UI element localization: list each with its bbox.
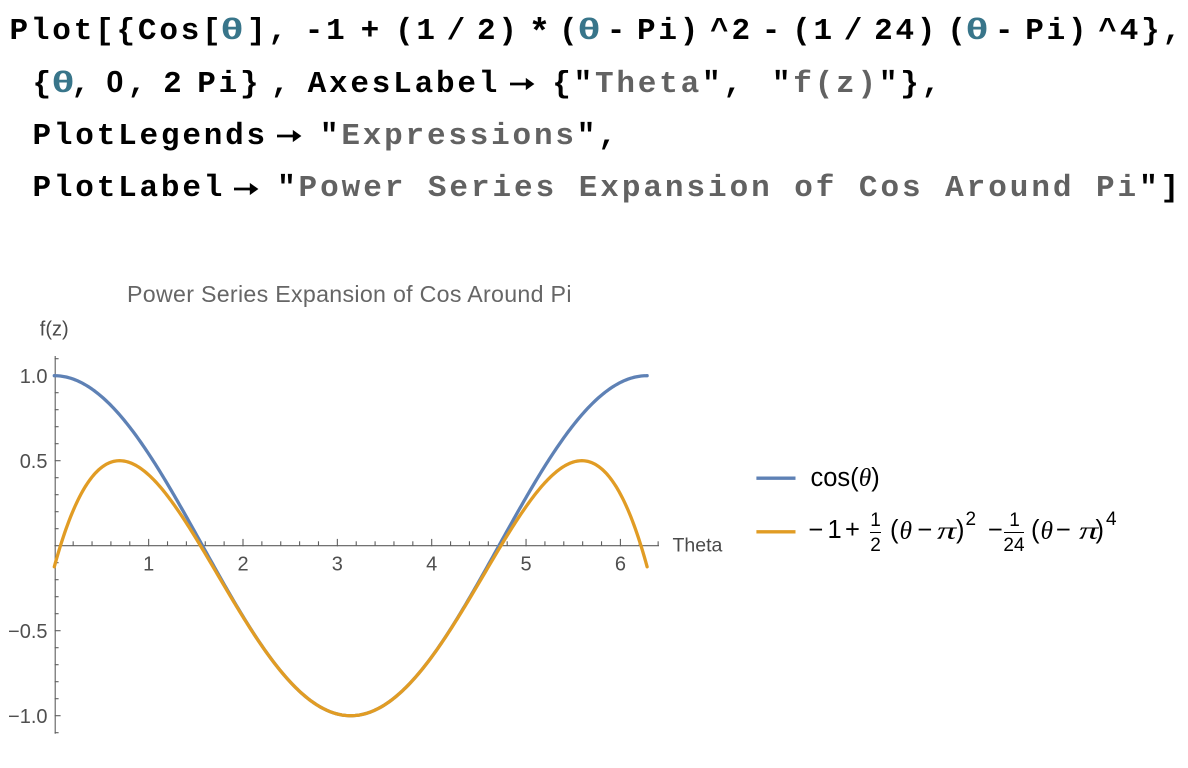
svg-text:−0.5: −0.5 — [8, 621, 47, 643]
svg-text:0.5: 0.5 — [20, 451, 48, 473]
svg-text:1: 1 — [143, 554, 154, 576]
svg-text:3: 3 — [332, 554, 343, 576]
svg-text:Power Series Expansion of Cos: Power Series Expansion of Cos Around Pi — [127, 281, 572, 307]
svg-text:4: 4 — [426, 554, 437, 576]
svg-text:5: 5 — [520, 554, 531, 576]
svg-text:Theta: Theta — [673, 535, 723, 557]
svg-text:2: 2 — [237, 554, 248, 576]
svg-text:1.0: 1.0 — [20, 366, 48, 388]
svg-text:f(z): f(z) — [40, 319, 69, 341]
svg-text:6: 6 — [615, 554, 626, 576]
svg-text:−1.0: −1.0 — [8, 706, 47, 728]
